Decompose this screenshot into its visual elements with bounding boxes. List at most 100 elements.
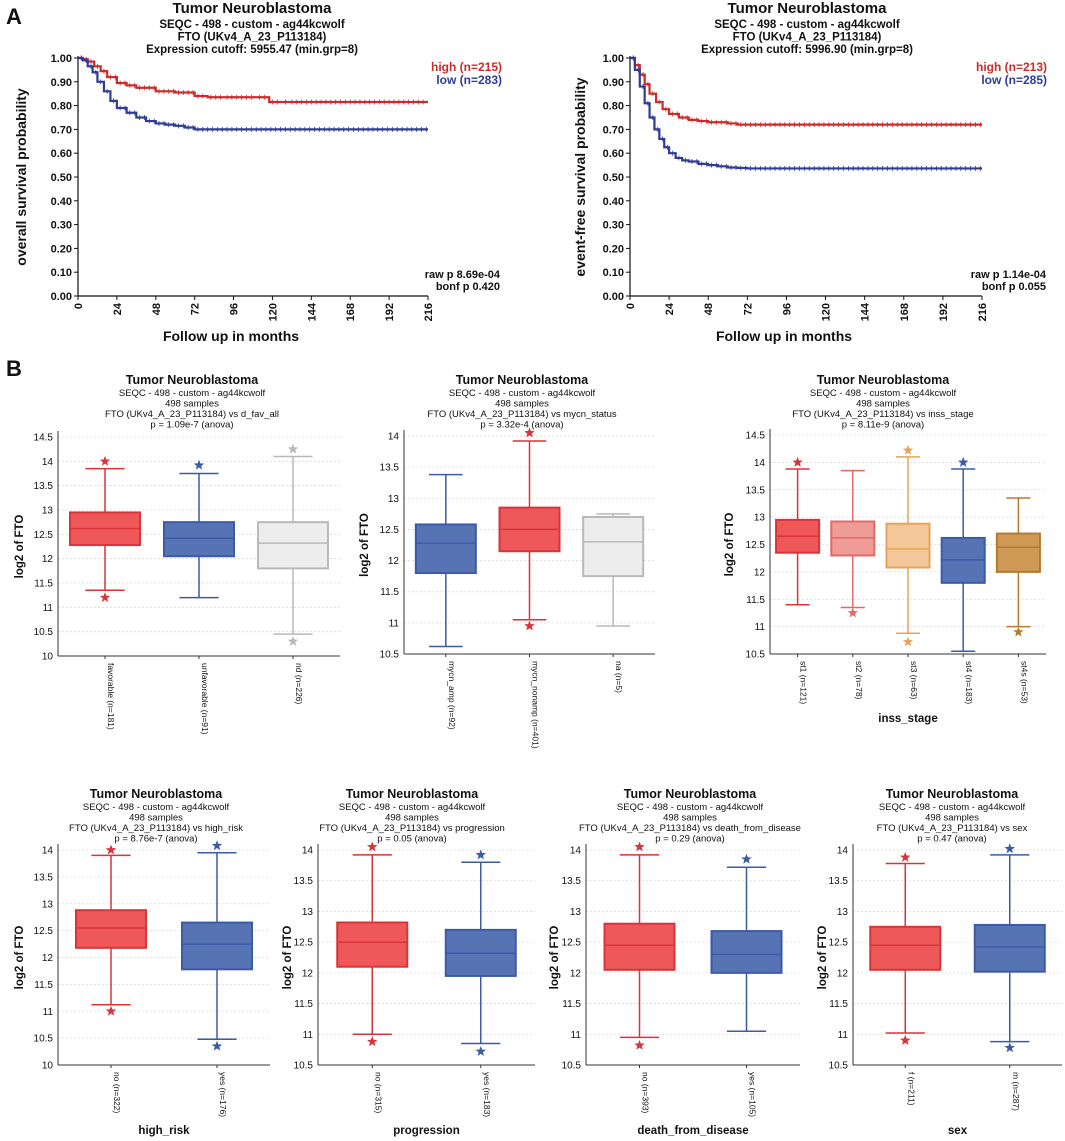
y-tick-label: 11 — [838, 1030, 849, 1041]
outlier-star-high — [193, 459, 205, 470]
x-tick-label: 120 — [821, 303, 833, 321]
y-tick-label: 0.40 — [603, 196, 624, 208]
y-tick-label: 11.5 — [746, 595, 765, 606]
chart-subtitle: 498 samples — [385, 813, 439, 824]
y-tick-label: 12 — [837, 968, 849, 979]
box-1 — [69, 455, 141, 603]
box-1 — [603, 841, 676, 1050]
chart-subtitle: SEQC - 498 - custom - ag44kcwolf — [617, 802, 764, 813]
outlier-star-high — [902, 444, 914, 455]
outlier-star-high — [524, 427, 535, 438]
y-tick-label: 14 — [570, 846, 582, 857]
box-1 — [775, 456, 821, 606]
y-tick-label: 14 — [754, 458, 766, 469]
km-chart-2: Tumor Neuroblastoma SEQC - 498 - custom -… — [572, 0, 1047, 344]
category-label: yes (n=176) — [218, 1072, 228, 1117]
chart-subtitle: FTO (UKv4_A_23_P113184) vs progression — [319, 823, 505, 834]
chart-subtitle: SEQC - 498 - custom - ag44kcwolf — [879, 802, 1026, 813]
y-tick-label: 11 — [389, 618, 400, 629]
x-tick-label: 24 — [112, 302, 124, 315]
chart-subtitle: SEQC - 498 - custom - ag44kcwolf — [810, 388, 957, 399]
y-tick-label: 12.5 — [746, 540, 766, 551]
y-tick-label: 11 — [43, 603, 54, 614]
x-axis-label: Follow up in months — [716, 328, 852, 344]
y-axis-label: overall survival probability — [13, 88, 29, 266]
box-4 — [940, 456, 986, 653]
y-tick-label: 11 — [303, 1030, 314, 1041]
box-iqr — [869, 925, 942, 971]
survival-curve-high — [630, 56, 982, 126]
y-tick-label: 0.60 — [51, 148, 72, 160]
box-iqr — [163, 521, 235, 558]
chart-subtitle: p = 8.11e-9 (anova) — [842, 420, 924, 431]
legend-entry: high (n=213) — [976, 60, 1047, 74]
y-tick-label: 13 — [42, 899, 54, 910]
outlier-star-low — [900, 1034, 911, 1045]
chart-subtitle: p = 0.29 (anova) — [655, 834, 724, 845]
x-tick-label: 216 — [423, 303, 435, 321]
chart-subtitle: p = 8.76e-7 (anova) — [114, 834, 197, 845]
box-3 — [257, 443, 329, 646]
y-tick-label: 0.00 — [51, 291, 72, 303]
y-axis-label: log2 of FTO — [14, 926, 26, 990]
category-label: na (n=5) — [614, 661, 624, 693]
survival-curve-low — [630, 56, 982, 170]
y-tick-label: 12.5 — [294, 938, 314, 949]
y-tick-label: 0.80 — [51, 101, 72, 113]
outlier-star-high — [211, 840, 223, 851]
chart-subtitle: FTO (UKv4_A_23_P113184) — [178, 32, 327, 44]
y-tick-label: 11.5 — [380, 587, 399, 598]
chart-title: Tumor Neuroblastoma — [90, 787, 223, 801]
y-tick-label: 11.5 — [829, 999, 848, 1010]
y-tick-label: 0.30 — [603, 220, 624, 232]
category-label: favorable (n=181) — [106, 663, 116, 730]
chart-title: Tumor Neuroblastoma — [456, 373, 589, 387]
box-iqr — [710, 930, 783, 974]
y-tick-label: 0.50 — [603, 172, 624, 184]
box-1 — [414, 473, 477, 648]
y-tick-label: 12.5 — [380, 525, 400, 536]
chart-subtitle: SEQC - 498 - custom - ag44kcwolf — [159, 19, 345, 31]
box-1 — [336, 841, 409, 1047]
chart-subtitle: p = 1.09e-7 (anova) — [150, 420, 233, 431]
y-tick-label: 10.5 — [380, 650, 400, 661]
category-label: mycn_nonamp (n=401) — [531, 661, 541, 749]
x-tick-label: 24 — [664, 302, 676, 315]
y-tick-label: 1.00 — [603, 53, 624, 65]
x-tick-label: 216 — [977, 303, 989, 321]
x-tick-label: 120 — [267, 303, 279, 321]
y-tick-label: 13 — [754, 513, 766, 524]
survival-curve-high — [78, 56, 428, 104]
outlier-star-high — [105, 844, 117, 855]
outlier-star-low — [634, 1039, 645, 1050]
chart-subtitle: 498 samples — [495, 399, 549, 410]
category-label: yes (n=105) — [748, 1072, 758, 1117]
x-axis-label: Follow up in months — [163, 328, 299, 344]
y-tick-label: 11 — [43, 1007, 54, 1018]
category-label: m (n=287) — [1011, 1072, 1021, 1111]
outlier-star-low — [475, 1045, 486, 1056]
x-tick-label: 144 — [860, 302, 872, 321]
y-tick-label: 13.5 — [34, 872, 54, 883]
y-tick-label: 10.5 — [34, 1034, 54, 1045]
x-tick-label: 192 — [384, 303, 396, 321]
y-tick-label: 0.90 — [603, 77, 624, 89]
p-value-annotation: bonf p 0.055 — [982, 281, 1046, 293]
y-tick-label: 12 — [42, 554, 54, 565]
y-tick-label: 10.5 — [34, 627, 54, 638]
chart-title: Tumor Neuroblastoma — [173, 0, 333, 17]
km-chart-1: Tumor Neuroblastoma SEQC - 498 - custom -… — [13, 0, 502, 344]
chart-subtitle: 498 samples — [129, 813, 183, 824]
y-tick-label: 1.00 — [51, 53, 72, 65]
x-tick-label: 0 — [73, 303, 85, 309]
y-tick-label: 0.10 — [51, 267, 72, 279]
box-iqr — [973, 923, 1046, 973]
y-tick-label: 11.5 — [34, 980, 53, 991]
x-tick-label: 96 — [229, 303, 241, 315]
outlier-star-high — [900, 851, 911, 862]
y-tick-label: 0.70 — [51, 124, 72, 136]
